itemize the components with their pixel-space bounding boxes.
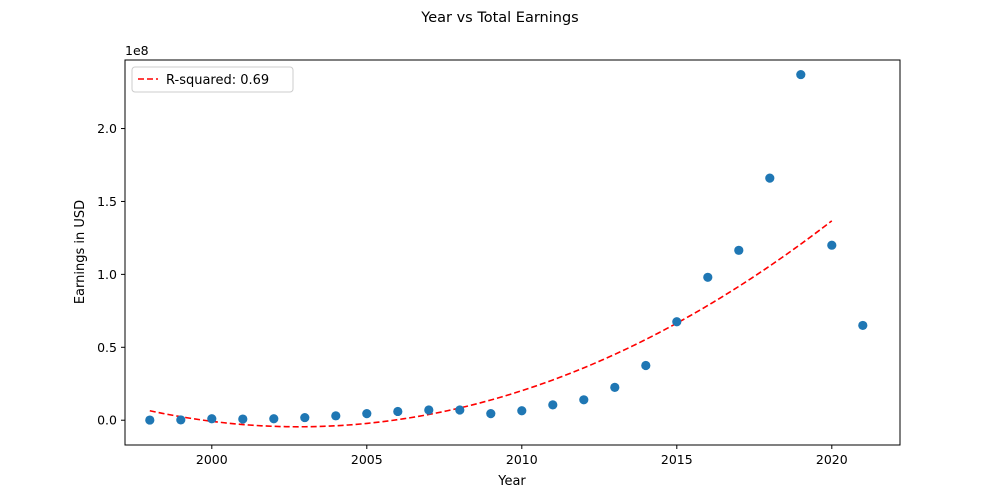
- legend: R-squared: 0.69: [131, 66, 294, 93]
- data-point: [393, 406, 403, 417]
- data-point: [207, 414, 217, 424]
- legend-box: [131, 66, 294, 93]
- data-point: [703, 272, 713, 282]
- data-point: [424, 405, 434, 415]
- y-axis-label: Earnings in USD: [73, 200, 88, 304]
- data-point: [269, 414, 279, 424]
- data-point: [579, 395, 589, 405]
- y-tick-label: 0.5: [97, 340, 117, 355]
- x-axis: 2000 2005 2010 2015 2020: [196, 445, 848, 467]
- x-tick-label: 2000: [196, 452, 228, 467]
- data-point: [827, 240, 837, 250]
- y-tick-label: 1.0: [97, 267, 117, 282]
- data-point: [238, 414, 248, 424]
- chart-title: Year vs Total Earnings: [420, 10, 578, 26]
- data-point: [517, 406, 527, 416]
- y-tick-label: 2.0: [97, 121, 117, 136]
- data-point: [455, 405, 465, 415]
- data-point: [548, 400, 558, 410]
- y-tick-label: 0.0: [97, 413, 117, 428]
- y-tick-label: 1.5: [97, 194, 117, 209]
- data-point: [641, 360, 651, 371]
- data-point: [176, 415, 186, 425]
- x-tick-label: 2005: [351, 452, 383, 467]
- fit-curve: [149, 220, 833, 428]
- legend-fit-label: R-squared: 0.69: [166, 73, 269, 88]
- plot-area: [124, 59, 901, 446]
- x-axis-label: Year: [497, 474, 526, 489]
- x-tick-label: 2015: [661, 452, 693, 467]
- data-point: [765, 173, 775, 183]
- axes-frame: [124, 59, 901, 446]
- data-point: [610, 382, 620, 392]
- x-tick-label: 2020: [816, 452, 848, 467]
- data-point: [331, 411, 341, 421]
- data-point: [858, 320, 868, 331]
- data-point: [362, 409, 372, 419]
- data-point: [734, 245, 744, 255]
- data-point: [672, 317, 682, 327]
- x-tick-label: 2010: [506, 452, 538, 467]
- data-point: [300, 412, 310, 423]
- y-axis: 0.0 0.5 1.0 1.5 2.0: [97, 121, 125, 428]
- data-point: [486, 409, 496, 419]
- data-point: [796, 69, 806, 80]
- data-point: [145, 415, 155, 425]
- y-offset-label: 1e8: [125, 43, 149, 58]
